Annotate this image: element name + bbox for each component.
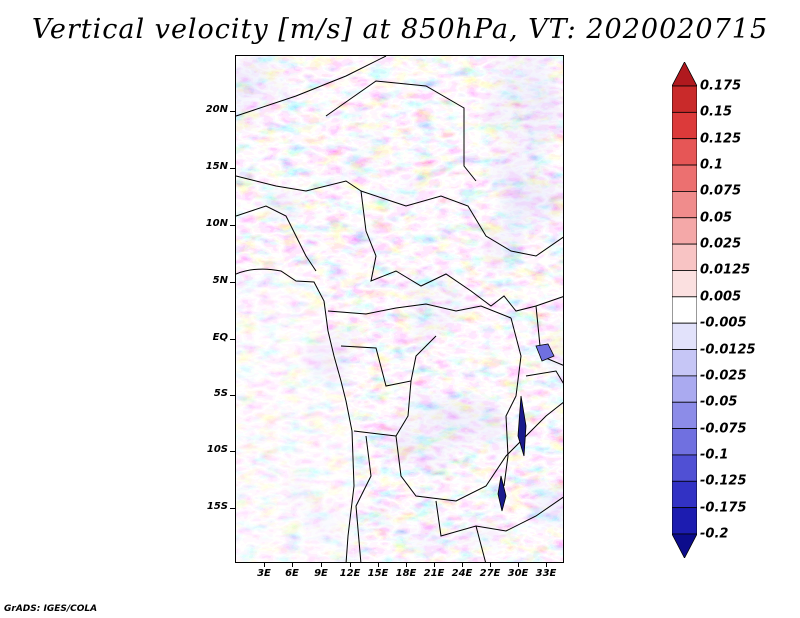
lat-label-15s: 15S (206, 501, 228, 512)
lon-tick (321, 563, 322, 567)
chart-title: Vertical velocity [m/s] at 850hPa, VT: 2… (31, 14, 769, 45)
lat-tick (230, 508, 235, 509)
colorbar-bin (672, 243, 697, 271)
colorbar-top-arrow (672, 62, 697, 87)
colorbar-bin (672, 138, 697, 166)
colorbar-bin (672, 270, 697, 298)
colorbar-label: 0.125 (700, 131, 742, 147)
lon-label-18e: 18E (395, 568, 417, 579)
lon-tick (546, 563, 547, 567)
colorbar-label: -0.2 (700, 526, 729, 542)
colorbar-bin (672, 454, 697, 482)
lat-tick (230, 395, 235, 396)
colorbar-bin (672, 375, 697, 403)
lat-label-eq: EQ (212, 332, 228, 343)
lat-label-10n: 10N (205, 218, 228, 229)
colorbar-label: -0.0125 (700, 342, 756, 358)
lat-label-15n: 15N (205, 161, 228, 172)
lat-label-10s: 10S (206, 444, 228, 455)
colorbar-bottom-arrow (672, 533, 697, 558)
lon-label-30e: 30E (507, 568, 529, 579)
lon-tick (490, 563, 491, 567)
lat-label-5s: 5S (213, 388, 228, 399)
colorbar-bin (672, 111, 697, 140)
colorbar-label: 0.175 (700, 78, 742, 94)
colorbar-bin (672, 480, 697, 509)
lat-label-20n: 20N (205, 104, 228, 115)
colorbar-bin (672, 85, 697, 113)
lon-label-27e: 27E (479, 568, 501, 579)
lat-tick (230, 339, 235, 340)
lon-label-9e: 9E (314, 568, 328, 579)
colorbar-label: -0.125 (700, 473, 747, 489)
colorbar-label: -0.025 (700, 368, 747, 384)
colorbar-bin (672, 322, 697, 350)
colorbar (672, 62, 697, 558)
colorbar-label: -0.05 (700, 394, 738, 410)
colorbar-bin (672, 401, 697, 429)
ocean-area (236, 273, 356, 562)
lon-tick (378, 563, 379, 567)
lon-tick (462, 563, 463, 567)
map-panel (235, 55, 564, 563)
colorbar-bin (672, 507, 697, 535)
colorbar-bin (672, 428, 697, 456)
lon-tick (434, 563, 435, 567)
colorbar-bin (672, 296, 697, 324)
vertical-velocity-field (236, 56, 563, 562)
lon-label-15e: 15E (367, 568, 389, 579)
colorbar-label: -0.175 (700, 500, 747, 516)
lon-label-12e: 12E (339, 568, 361, 579)
colorbar-label: 0.005 (700, 289, 742, 305)
lat-label-5n: 5N (212, 275, 228, 286)
lon-label-21e: 21E (423, 568, 445, 579)
lakes (497, 343, 555, 512)
colorbar-label: 0.15 (700, 104, 733, 120)
lon-label-33e: 33E (535, 568, 557, 579)
lon-label-6e: 6E (285, 568, 299, 579)
colorbar-label: 0.05 (700, 210, 733, 226)
colorbar-label: 0.1 (700, 157, 724, 173)
colorbar-bin (672, 164, 697, 192)
colorbar-bin (672, 349, 697, 377)
lon-tick (264, 563, 265, 567)
lon-tick (518, 563, 519, 567)
lat-tick (230, 225, 235, 226)
colorbar-label: 0.025 (700, 236, 742, 252)
lat-tick (230, 282, 235, 283)
colorbar-label: 0.0125 (700, 262, 751, 278)
lon-tick (292, 563, 293, 567)
lon-tick (350, 563, 351, 567)
lon-tick (406, 563, 407, 567)
colorbar-bin (672, 217, 697, 245)
colorbar-label: 0.075 (700, 183, 742, 199)
colorbar-bin (672, 191, 697, 219)
lat-tick (230, 168, 235, 169)
lon-label-24e: 24E (451, 568, 473, 579)
colorbar-label: -0.005 (700, 315, 747, 331)
lat-tick (230, 111, 235, 112)
lat-tick (230, 451, 235, 452)
country-borders (236, 56, 563, 562)
colorbar-label: -0.075 (700, 421, 747, 437)
grads-credit: GrADS: IGES/COLA (4, 604, 98, 614)
lon-label-3e: 3E (257, 568, 271, 579)
colorbar-label: -0.1 (700, 447, 729, 463)
